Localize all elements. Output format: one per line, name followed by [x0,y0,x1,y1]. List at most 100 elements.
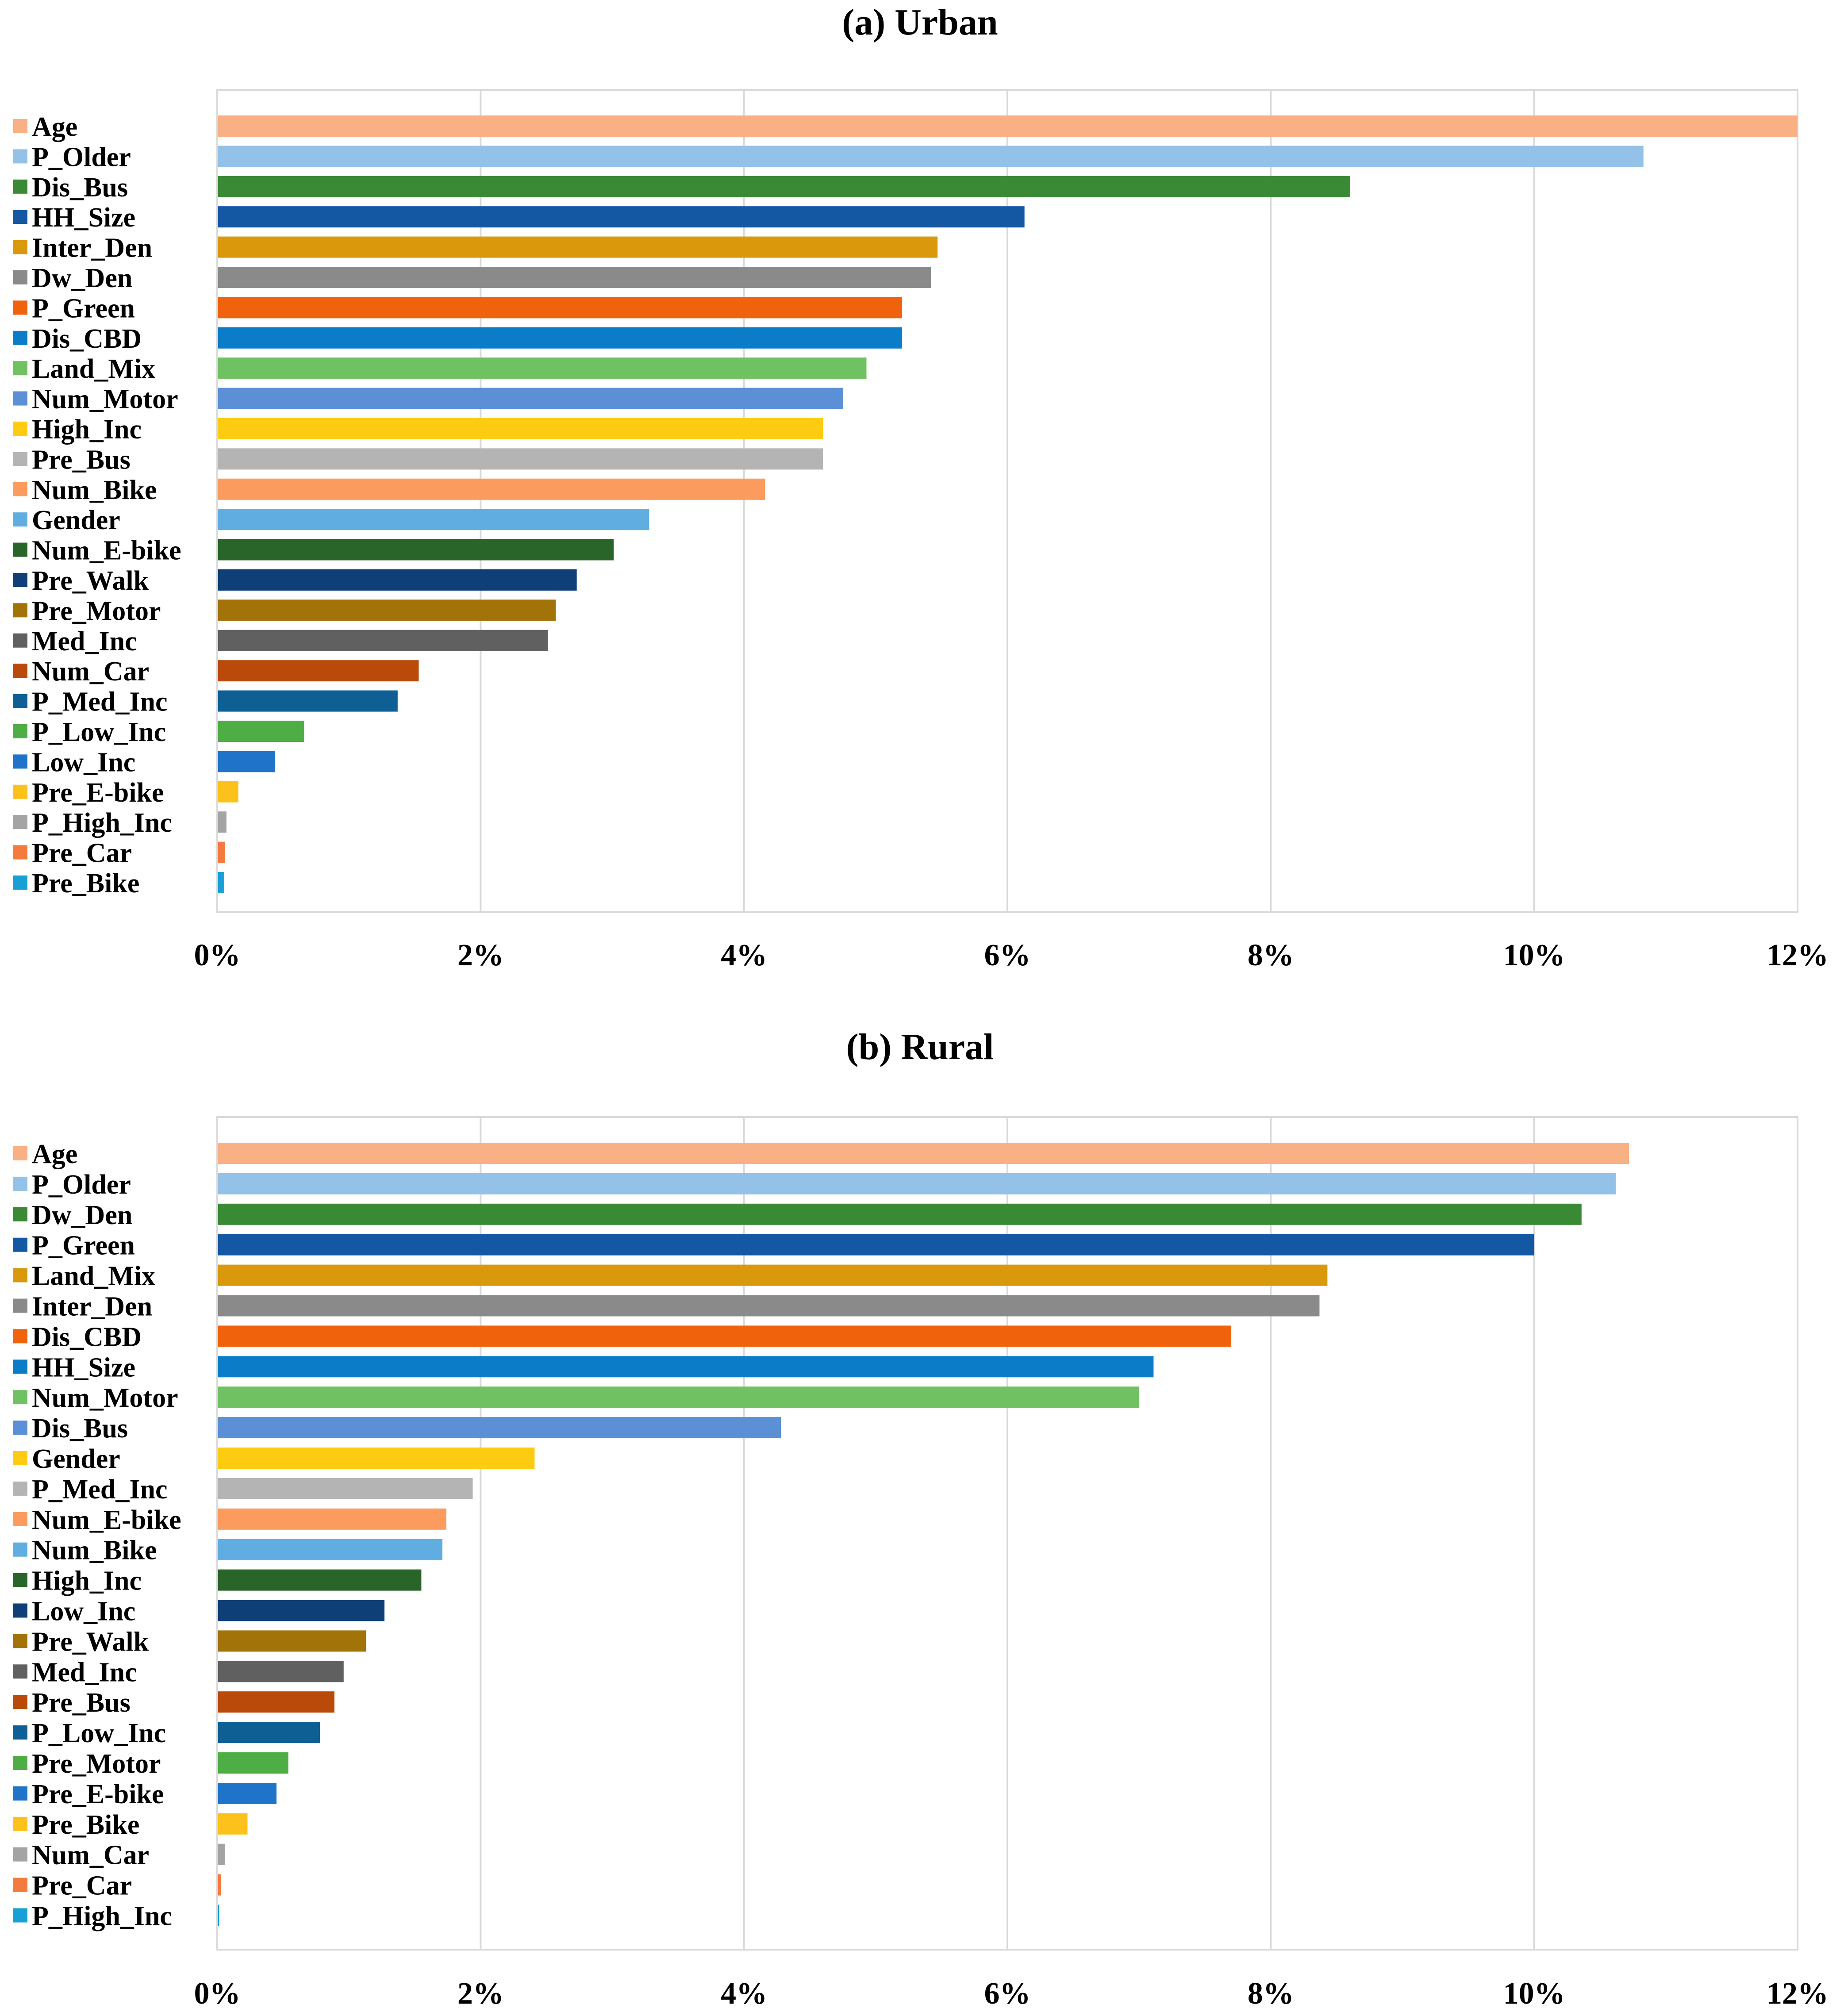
bar [218,1905,219,1926]
legend-label: Dw_Den [32,1200,132,1230]
legend-swatch [13,784,27,799]
legend-swatch [13,1756,27,1770]
legend-swatch [13,1329,27,1344]
legend-label: Dis_CBD [32,1322,142,1352]
legend-label: Age [32,112,77,142]
legend-label: Pre_Car [32,1871,132,1901]
legend-label: Pre_Bus [32,445,131,475]
bar [218,1203,1582,1225]
legend-swatch [13,1634,27,1648]
legend-label: Land_Mix [32,1261,155,1291]
legend-swatch [13,119,27,133]
legend-swatch [13,1146,27,1160]
legend-swatch [13,1176,27,1191]
legend-label: Num_Bike [32,475,157,505]
legend-label: Age [32,1139,77,1169]
bar [218,448,823,470]
bar [218,1691,334,1713]
legend-label: P_High_Inc [32,1901,172,1932]
legend-label: Pre_Bike [32,868,139,899]
legend-label: Dis_Bus [32,1413,128,1444]
x-tick-label: 0% [194,1977,241,2011]
legend-label: P_Med_Inc [32,687,168,717]
legend-swatch [13,1695,27,1709]
legend-label: Pre_Motor [32,1749,161,1779]
bar [218,478,765,500]
legend-label: Med_Inc [32,626,137,657]
legend-label: Num_Car [32,1840,149,1870]
x-tick-label: 10% [1503,938,1565,972]
bar [218,1508,446,1530]
legend-swatch [13,330,27,345]
legend-label: Num_Motor [32,1383,178,1413]
legend-swatch [13,300,27,315]
bar [218,509,649,530]
legend-label: P_Green [32,293,135,323]
x-tick-label: 8% [1248,1977,1294,2011]
legend-label: Num_E-bike [32,536,181,566]
legend-swatch [13,1390,27,1405]
chart-canvas: 0% 2% 4% 6% 8% 10% 12% AgeP_OlderDis_BusHH_Size… [13,89,1828,972]
legend-swatch [13,633,27,648]
legend-label: Low_Inc [32,747,135,777]
legend-label: HH_Size [32,203,135,233]
legend-label: Low_Inc [32,1597,135,1627]
bar [218,236,938,258]
legend-swatch [13,1359,27,1374]
legend-swatch [13,240,27,254]
legend-swatch [13,724,27,738]
bar [218,1143,1629,1164]
x-tick-label: 2% [457,938,504,972]
legend-label: Num_Car [32,657,149,687]
legend-swatch [13,422,27,436]
legend-swatch [13,1725,27,1740]
bar [218,1356,1154,1378]
x-tick-label: 2% [457,1977,504,2011]
legend-swatch [13,391,27,406]
bar [218,1448,535,1469]
x-tick-label: 12% [1767,938,1828,972]
legend-label: Num_Bike [32,1536,157,1566]
legend-swatch [13,1908,27,1923]
legend-swatch [13,1878,27,1892]
legend-swatch [13,1481,27,1496]
x-tick-label: 8% [1248,938,1294,972]
legend-swatch [13,1816,27,1831]
legend-label: Gender [32,505,120,535]
bar [218,1630,366,1652]
bar [218,1539,443,1560]
legend-label: Gender [32,1444,120,1474]
legend-label: Pre_Walk [32,566,149,596]
chart-urban: (a) Urban 0% 2% 4% 6% 8% 10% 12% Age P_Older Dis_… [13,2,1828,972]
x-tick-label: 10% [1503,1977,1565,2011]
bar [218,1782,277,1804]
bar [218,1813,248,1835]
legend-label: High_Inc [32,1566,142,1596]
legend-swatch [13,1268,27,1283]
legend-label: Med_Inc [32,1657,137,1687]
legend-label: P_Older [32,142,131,172]
legend-swatch [13,1421,27,1435]
x-tick-label: 4% [721,938,767,972]
chart-rural: (b) Rural 0% 2% 4% 6% 8% 10% 12% Age P_Older Dw_D… [0,1022,1840,2016]
bar [218,811,227,833]
legend-label: Inter_Den [32,233,152,263]
legend-swatch [13,1512,27,1526]
legend-swatch [13,694,27,708]
bar [218,357,867,379]
legend-label: P_Green [32,1231,135,1261]
bar [218,1874,221,1896]
bar [218,1843,225,1865]
legend-swatch [13,1786,27,1801]
bar [218,1569,422,1591]
legend-label: HH_Size [32,1352,135,1382]
bar [218,1173,1616,1194]
legend-label: Dis_Bus [32,173,128,203]
legend-label: Num_Motor [32,384,178,415]
legend-label: P_Older [32,1170,131,1200]
legend-label: High_Inc [32,415,142,445]
legend-swatch [13,1451,27,1465]
bar [218,115,1798,137]
bar [218,751,275,772]
x-tick-label: 6% [984,1977,1031,2011]
